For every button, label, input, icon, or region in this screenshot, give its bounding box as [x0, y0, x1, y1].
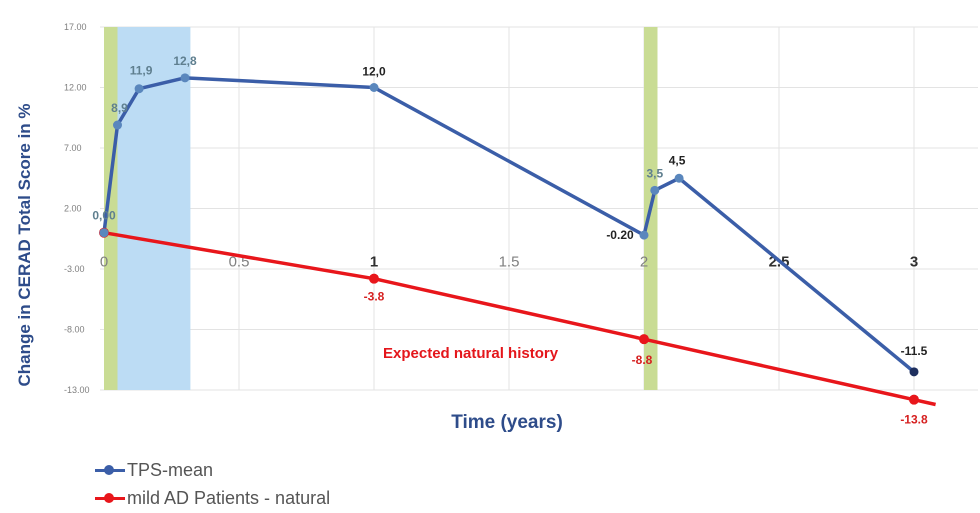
x-axis-title: Time (years) — [451, 412, 563, 433]
point-tps-8 — [909, 367, 919, 377]
legend-swatch-tps-mean — [95, 465, 125, 475]
point-tps-4 — [369, 83, 379, 92]
data-label-tps-1: 8,9 — [111, 101, 128, 115]
x-tick-labels: 0 0.5 1 1.5 2 2.5 3 — [100, 254, 918, 271]
point-tps-0 — [99, 228, 109, 238]
point-tps-1 — [113, 120, 122, 130]
shaded-region-1 — [117, 27, 191, 390]
legend-item-natural: mild AD Patients - natural — [95, 484, 330, 512]
legend-item-tps-mean: TPS-mean — [95, 456, 330, 484]
point-natural-2 — [639, 334, 649, 345]
y-tick-label-3: 2.00 — [64, 204, 82, 214]
data-label-tps-2: 11,9 — [130, 64, 153, 78]
y-tick-label-6: -13.00 — [64, 385, 90, 395]
x-tick-label-6: 3 — [910, 254, 918, 271]
data-label-tps-3: 12,8 — [173, 54, 197, 68]
x-tick-label-4: 2 — [640, 254, 648, 271]
legend: TPS-mean mild AD Patients - natural — [95, 456, 330, 512]
point-natural-1 — [369, 273, 379, 284]
y-tick-label-2: 7.00 — [64, 143, 82, 153]
data-label-tps-5: -0.20 — [606, 228, 634, 242]
x-tick-label-0: 0 — [100, 254, 108, 271]
data-label-natural-1: -3.8 — [364, 290, 385, 304]
point-tps-6 — [650, 185, 660, 195]
data-label-tps-7: 4,5 — [669, 153, 686, 167]
y-tick-label-1: 12.00 — [64, 83, 87, 93]
shaded-regions — [104, 27, 658, 390]
point-tps-2 — [134, 84, 144, 94]
natural-history-annotation: Expected natural history — [383, 345, 559, 362]
x-tick-label-3: 1.5 — [499, 254, 520, 271]
data-label-tps-0: 0,00 — [92, 209, 116, 223]
legend-label-tps-mean: TPS-mean — [127, 459, 214, 480]
y-tick-label-0: 17.00 — [64, 22, 87, 32]
point-tps-5 — [639, 230, 649, 240]
y-tick-label-4: -3.00 — [64, 264, 85, 274]
shaded-region-0 — [104, 27, 118, 390]
point-tps-3 — [180, 73, 190, 83]
data-label-tps-6: 3,5 — [646, 166, 663, 180]
data-label-natural-2: -8.8 — [632, 353, 653, 367]
point-natural-3 — [909, 394, 919, 405]
x-tick-label-2: 1 — [370, 254, 378, 271]
data-labels: 0,00 8,9 11,9 12,8 12,0 -0.20 3,5 4,5 -11.5 -3.8 -… — [92, 54, 928, 427]
data-label-tps-4: 12,0 — [362, 65, 386, 79]
series-layer — [99, 73, 936, 407]
data-label-natural-3: -13.8 — [900, 413, 928, 427]
legend-label-natural: mild AD Patients - natural — [127, 487, 331, 508]
point-tps-7 — [674, 173, 684, 183]
legend-swatch-natural — [95, 493, 125, 503]
y-tick-label-5: -8.00 — [64, 325, 85, 335]
data-label-tps-8: -11.5 — [901, 344, 928, 358]
y-tick-labels: 17.00 12.00 7.00 2.00 -3.00 -8.00 -13.00 — [64, 22, 90, 395]
y-axis-title: Change in CERAD Total Score in % — [15, 103, 34, 386]
